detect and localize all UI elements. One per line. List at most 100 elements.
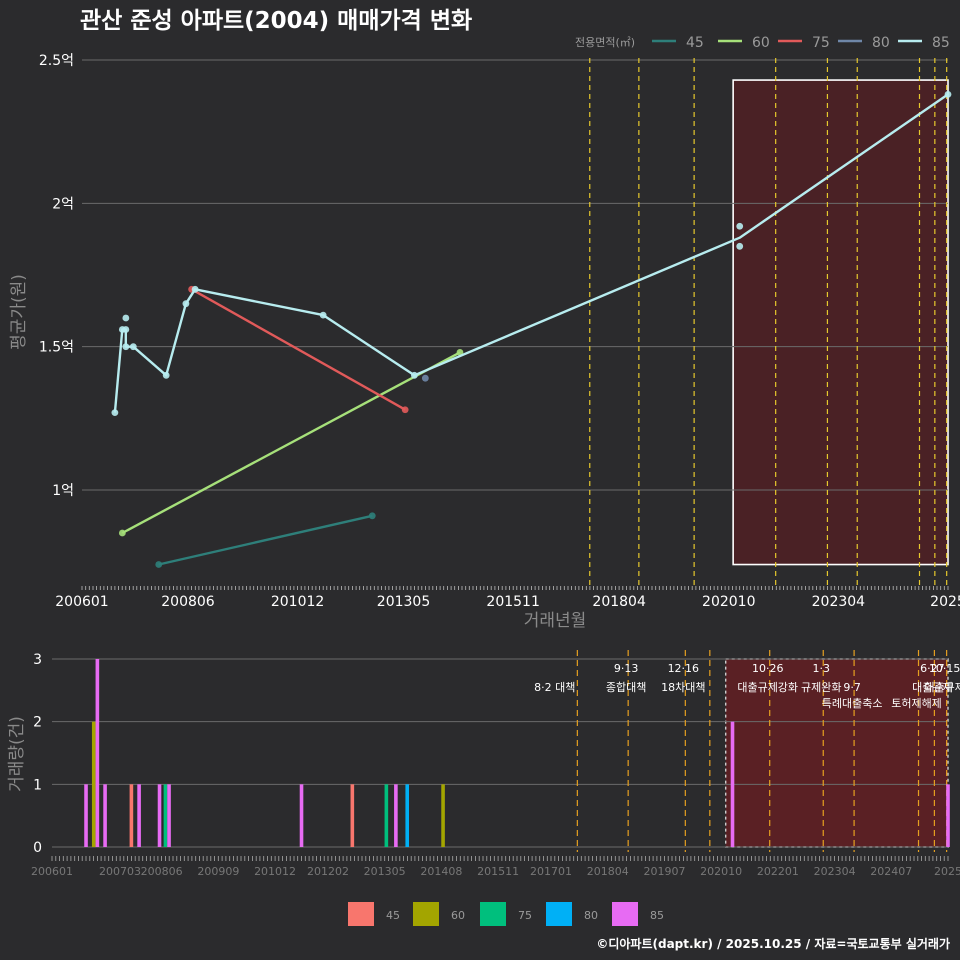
x-minor-ticks	[81, 586, 949, 590]
data-point-45	[155, 561, 163, 568]
legend-label-75: 75	[518, 909, 532, 922]
bar-85	[946, 784, 950, 847]
x-tick-label: 200909	[197, 865, 239, 878]
bar-60	[441, 784, 445, 847]
x-tick-label: 201305	[364, 865, 406, 878]
bar-85	[394, 784, 398, 847]
data-point-85	[122, 326, 130, 333]
x-tick-label: 202304	[814, 865, 856, 878]
legend-label-60: 60	[752, 35, 770, 51]
data-point-85	[129, 343, 137, 351]
bar-45	[350, 784, 355, 847]
x-tick-label: 201202	[307, 865, 349, 878]
x-tick-label: 201511	[477, 865, 519, 878]
x-tick-label: 200806	[141, 865, 183, 878]
caption: ©디아파트(dapt.kr) / 2025.10.25 / 자료=국토교통부 실…	[596, 936, 950, 951]
data-point-85	[736, 242, 744, 250]
x-tick-label: 201012	[254, 865, 296, 878]
event-label: 6·27	[920, 662, 945, 675]
y-tick-label: 3	[33, 652, 42, 668]
legend-swatch-75	[480, 902, 506, 926]
y-tick-label: 1	[33, 777, 42, 793]
legend-label-80: 80	[584, 909, 598, 922]
y-tick-label: 1억	[52, 483, 74, 499]
x-tick-label: 201012	[271, 594, 324, 610]
data-point-85	[122, 314, 130, 322]
bar-85	[103, 784, 107, 847]
y-tick-label: 1.5억	[39, 340, 74, 356]
event-label: 9·7	[843, 681, 861, 694]
x-tick-label: 201511	[486, 594, 539, 610]
x-tick-label: 200806	[161, 594, 215, 610]
data-point-80	[421, 374, 429, 382]
x-tick-label: 2025	[930, 594, 960, 610]
bar-85	[84, 784, 88, 847]
event-label: 대출규제	[912, 681, 952, 694]
event-label: 18차대책	[661, 681, 705, 694]
x-tick-label: 201408	[420, 865, 462, 878]
bar-85	[95, 659, 100, 847]
x-minor-ticks	[51, 856, 949, 861]
y-axis-label: 평균가(원)	[9, 274, 29, 350]
series-line-60	[121, 351, 461, 535]
bar-75	[163, 784, 168, 847]
x-tick-label: 200601	[55, 594, 108, 610]
series-line-45	[158, 514, 373, 566]
legend-label-45: 45	[686, 35, 704, 51]
x-tick-label: 201701	[530, 865, 572, 878]
legend-title: 전용면적(㎡)	[575, 36, 635, 49]
event-label: 특례대출축소	[822, 697, 883, 710]
data-point-60	[118, 529, 126, 537]
event-label: 대출규제	[924, 681, 960, 694]
x-tick-label: 201305	[377, 594, 430, 610]
legend-swatch-80	[546, 902, 572, 926]
y-tick-label: 2.5억	[39, 53, 74, 69]
data-point-85	[111, 409, 119, 416]
chart-title: 관산 준성 아파트(2004) 매매가격 변화	[80, 8, 472, 34]
event-label: 종합대책	[606, 681, 646, 694]
data-point-85	[191, 285, 199, 293]
highlight-region	[732, 79, 949, 566]
y-tick-label: 2	[33, 715, 42, 731]
volume-bar-chart: 0 1 2 3 8·2 대책 9·13 종합대책 12·16 18차대책 10·26 대출규제강화 1…	[7, 650, 960, 926]
event-label: 규제완화	[801, 681, 841, 694]
data-point-85	[736, 222, 744, 230]
legend-swatch-45	[348, 902, 374, 926]
event-label: 8·2 대책	[534, 681, 575, 694]
x-axis-label: 거래년월	[524, 611, 587, 631]
series-line-75	[191, 288, 406, 411]
data-point-85	[182, 300, 190, 308]
event-label: 12·16	[668, 662, 700, 675]
bar-85	[299, 784, 304, 847]
legend-label-85: 85	[932, 35, 950, 51]
x-tick-label: 202010	[700, 865, 742, 878]
y-tick-label: 2억	[52, 196, 74, 212]
x-tick-label: 202407	[870, 865, 912, 878]
data-point-85	[944, 91, 952, 98]
x-tick-label: 202304	[812, 594, 866, 610]
event-label: 1·3	[812, 662, 830, 675]
legend-label-45: 45	[386, 909, 400, 922]
price-line-chart: 1억 1.5억 2억 2.5억 200601 200806 201012 201305 2015…	[9, 35, 960, 631]
data-point-45	[368, 512, 376, 520]
bar-85	[730, 721, 735, 847]
event-label: 대출규제강화	[737, 681, 798, 694]
y-axis-label: 거래량(건)	[7, 716, 27, 792]
x-tick-label: 200703	[99, 865, 141, 878]
legend-swatch-60	[413, 902, 439, 926]
legend-label-80: 80	[872, 35, 890, 51]
x-tick-label: 200601	[31, 865, 73, 878]
bar-75	[384, 784, 389, 847]
data-point-85	[319, 311, 327, 319]
data-point-85	[410, 371, 418, 379]
x-tick-label: 202201	[757, 865, 799, 878]
legend-label-60: 60	[451, 909, 465, 922]
bar-85	[157, 784, 162, 847]
legend-swatch-85	[612, 902, 638, 926]
event-label: 토허제해제	[891, 696, 942, 710]
data-point-85	[122, 343, 130, 351]
x-tick-label: 201804	[587, 865, 629, 878]
data-point-85	[162, 371, 170, 379]
